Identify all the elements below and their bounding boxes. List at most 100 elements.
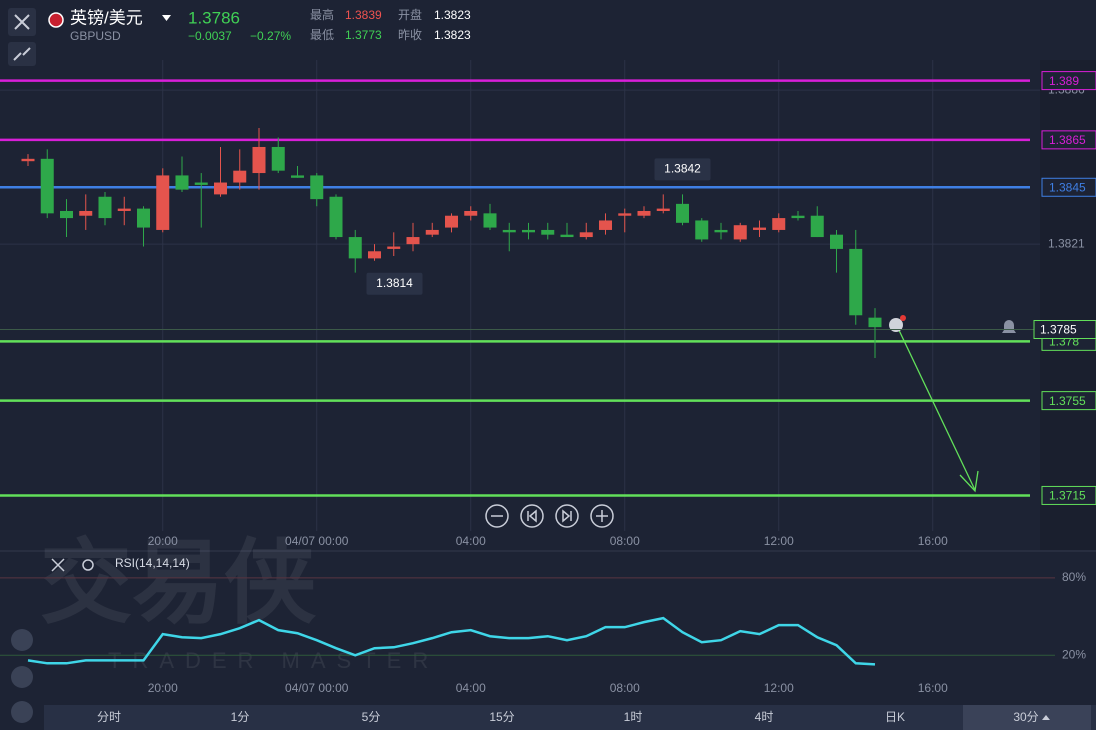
prev-close-value: 1.3823	[434, 28, 471, 42]
tool-draw[interactable]	[11, 666, 33, 688]
zoom-in-button[interactable]	[590, 504, 614, 528]
arrow-line	[896, 325, 976, 491]
level-label: 1.389	[1049, 74, 1079, 88]
candle-body	[733, 225, 747, 240]
x-tick-label: 04/07 00:00	[285, 534, 349, 548]
timeframe-tab[interactable]: 分时	[97, 710, 121, 724]
candle-body	[695, 220, 709, 240]
symbol: GBPUSD	[70, 29, 121, 43]
timeframe-active	[963, 705, 1091, 730]
tool-lines[interactable]	[11, 701, 33, 723]
dropdown-arrow[interactable]	[162, 15, 171, 21]
x-tick-label: 12:00	[764, 681, 794, 695]
timeframe-tab[interactable]: 1时	[624, 710, 643, 724]
low-marker-label: 1.3814	[376, 276, 413, 290]
last-price: 1.3786	[188, 8, 240, 27]
timeframe-tab[interactable]: 15分	[489, 710, 514, 724]
header: 英镑/美元 GBPUSD 1.3786 −0.0037 −0.27% 最高 1.…	[8, 7, 471, 66]
y-tick-label: 80%	[1062, 570, 1086, 584]
candle-body	[849, 248, 863, 316]
timeframe-bar	[44, 705, 1096, 730]
rsi-line	[27, 616, 876, 666]
navigation	[485, 504, 614, 528]
y-tick-label: 1.3821	[1048, 236, 1085, 250]
candle-body	[560, 234, 574, 238]
watermark-cn: 交易侠	[40, 532, 317, 634]
x-tick-label: 08:00	[610, 534, 640, 548]
candle-body	[425, 229, 439, 235]
info-marker[interactable]	[889, 318, 903, 332]
candle-body	[810, 215, 824, 238]
candle-body	[79, 210, 93, 216]
end-button[interactable]	[555, 504, 579, 528]
watermark-en: TRADER MASTER	[108, 648, 439, 673]
candle-body	[830, 234, 843, 249]
open-label: 开盘	[398, 7, 422, 22]
low-marker-box	[366, 272, 423, 295]
collapse-button[interactable]	[8, 42, 36, 66]
candle-body	[40, 158, 54, 214]
timeframe-tab[interactable]: 30分	[1013, 710, 1038, 724]
candle-body	[117, 208, 131, 211]
high-value: 1.3839	[345, 8, 382, 22]
tool-indicators[interactable]	[11, 629, 33, 651]
candle-body	[348, 237, 362, 259]
timeframe-tab[interactable]: 日K	[885, 710, 905, 724]
last-price-label: 1.3785	[1040, 323, 1077, 337]
timeframe-tab[interactable]: 1分	[231, 710, 250, 724]
left-tools	[11, 629, 33, 723]
candle-body	[637, 210, 651, 216]
drawing-arrow	[896, 325, 979, 493]
timeframe-tab[interactable]: 5分	[362, 710, 381, 724]
timeframe-tab[interactable]: 4时	[755, 710, 774, 724]
x-tick-label: 04/07 00:00	[285, 681, 349, 695]
arrow-head	[959, 470, 979, 493]
level-label: 1.3865	[1049, 133, 1086, 147]
candle-body	[329, 196, 343, 238]
level-tag	[1041, 391, 1096, 411]
pair-name[interactable]: 英镑/美元	[70, 8, 143, 27]
candle-body	[387, 246, 401, 249]
candle-body	[137, 208, 150, 228]
low-label: 最低	[310, 28, 334, 42]
start-button[interactable]	[520, 504, 544, 528]
x-tick-label: 08:00	[610, 681, 640, 695]
candle-body	[271, 146, 285, 171]
candle-body	[194, 182, 208, 185]
candle-body	[868, 317, 882, 328]
level-label: 1.3845	[1049, 180, 1086, 194]
candle-body	[233, 170, 247, 183]
candle-body	[291, 175, 304, 178]
candle-body	[753, 227, 766, 230]
x-tick-label: 16:00	[918, 534, 948, 548]
level-label: 1.3715	[1049, 489, 1086, 503]
rsi-close[interactable]	[51, 558, 65, 572]
rsi-settings[interactable]	[82, 559, 94, 571]
x-tick-label: 04:00	[456, 534, 486, 548]
level-label: 1.3755	[1049, 394, 1086, 408]
candle-body	[464, 210, 478, 216]
high-label: 最高	[310, 7, 334, 22]
change-pct: −0.27%	[250, 29, 291, 43]
x-tick-label: 04:00	[456, 681, 486, 695]
open-value: 1.3823	[434, 8, 471, 22]
x-tick-label: 16:00	[918, 681, 948, 695]
candle-body	[252, 146, 266, 174]
x-tick-label: 12:00	[764, 534, 794, 548]
candle-body	[676, 203, 689, 223]
indicator-title: RSI(14,14,14)	[115, 556, 190, 570]
candle-body	[656, 208, 670, 211]
high-marker-label: 1.3842	[664, 162, 701, 176]
candle-body	[368, 251, 381, 259]
candle-body	[483, 213, 497, 228]
prev-close-label: 昨收	[398, 28, 422, 42]
watermark: 交易侠 TRADER MASTER	[40, 532, 439, 673]
low-value: 1.3773	[345, 28, 382, 42]
candle-body	[791, 215, 805, 219]
candle-body	[445, 215, 458, 228]
level-tag	[1041, 130, 1096, 150]
zoom-out-button[interactable]	[485, 504, 509, 528]
candle-body	[502, 229, 516, 233]
